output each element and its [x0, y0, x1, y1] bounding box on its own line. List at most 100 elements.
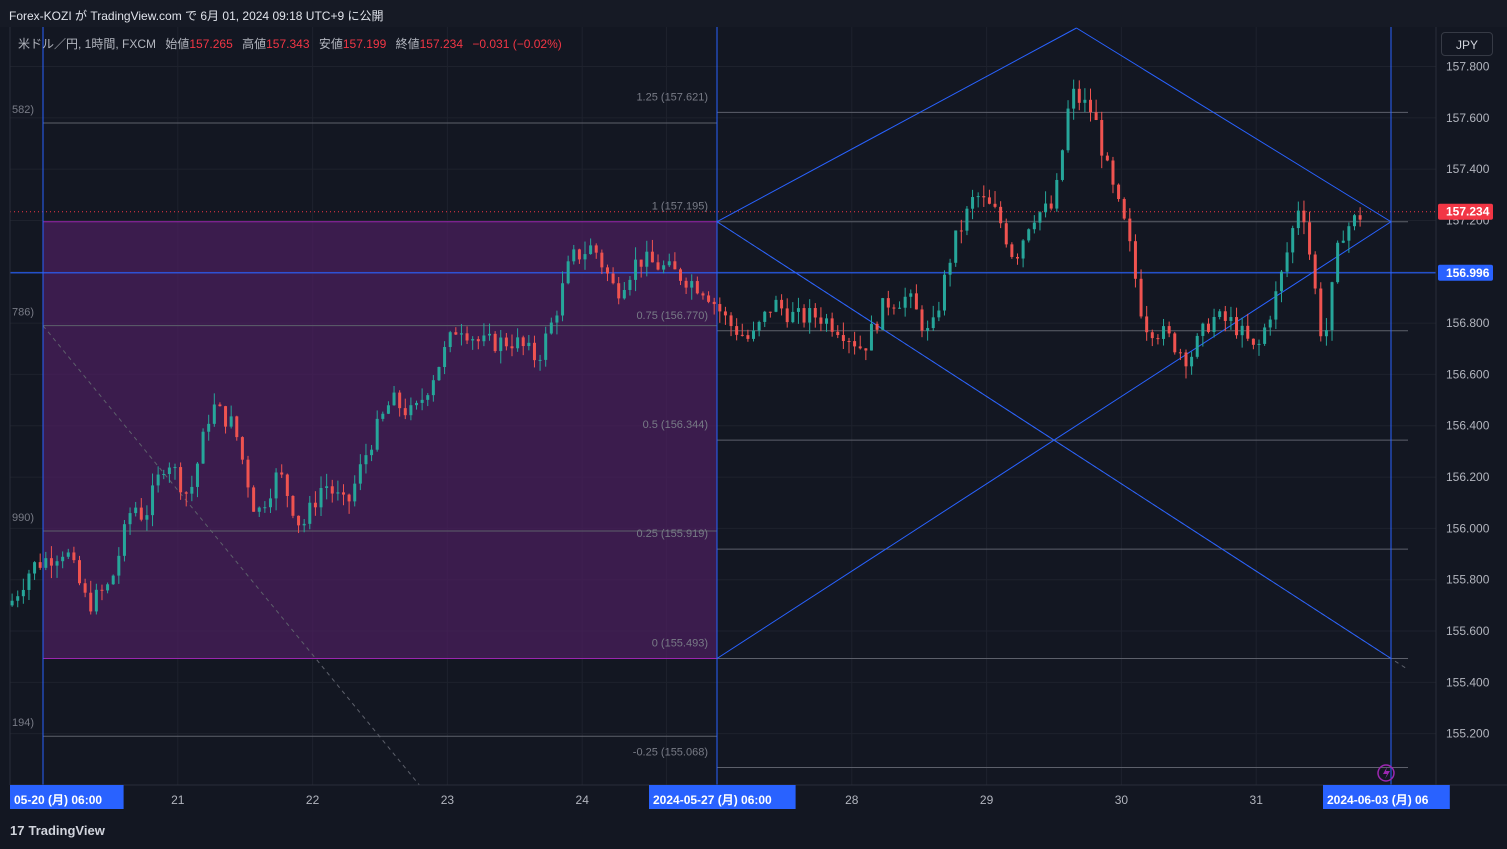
- candle-body: [634, 259, 638, 280]
- candle-body: [285, 474, 289, 496]
- candle-body: [1324, 330, 1328, 337]
- candle-body: [701, 293, 705, 296]
- candle-body: [297, 515, 301, 526]
- candle-body: [735, 326, 739, 335]
- candle-body: [768, 311, 772, 313]
- candle-body: [510, 346, 514, 349]
- candle-body: [858, 346, 862, 349]
- high-label: 高値: [242, 37, 267, 51]
- candle-body: [544, 333, 548, 360]
- candle-body: [482, 335, 486, 342]
- fib-right-label: 0.25 (155.919): [636, 528, 708, 540]
- candle-body: [718, 304, 722, 312]
- candle-body: [1251, 338, 1255, 345]
- candle-body: [1352, 215, 1356, 227]
- candle-body: [1105, 155, 1109, 161]
- candle-body: [1162, 326, 1166, 339]
- candle-body: [347, 494, 351, 502]
- candle-body: [49, 558, 53, 566]
- candle-body: [409, 405, 413, 416]
- ohlc-legend: 米ドル／円, 1時間, FXCM 始値157.265 高値157.343 安値1…: [18, 35, 562, 52]
- candle-body: [976, 196, 980, 198]
- candle-body: [1263, 327, 1267, 344]
- level-price-tag: [1438, 264, 1493, 281]
- candle-body: [982, 196, 986, 198]
- candle-body: [999, 206, 1003, 224]
- candle-body: [313, 502, 317, 508]
- candle-body: [16, 596, 20, 601]
- candle-body: [1128, 218, 1132, 242]
- candle-body: [201, 431, 205, 464]
- candle-body: [566, 261, 570, 284]
- candle-body: [1184, 352, 1188, 367]
- candle-body: [763, 311, 767, 322]
- price-tick-label: 155.400: [1446, 675, 1490, 689]
- candle-body: [1240, 325, 1244, 336]
- candle-body: [1015, 256, 1019, 259]
- candle-body: [622, 289, 626, 299]
- candle-body: [886, 298, 890, 308]
- candle-body: [1145, 316, 1149, 333]
- candle-body: [549, 322, 553, 334]
- candle-body: [875, 323, 879, 330]
- candle-body: [948, 262, 952, 275]
- candle-body: [1201, 323, 1205, 336]
- candle-body: [1195, 335, 1199, 357]
- candle-body: [1178, 352, 1182, 354]
- candle-body: [83, 583, 87, 593]
- tradingview-brand[interactable]: 17 TradingView: [10, 823, 105, 838]
- symbol-label[interactable]: 米ドル／円, 1時間, FXCM: [18, 37, 157, 51]
- candle-body: [774, 299, 778, 312]
- candle-body: [1094, 112, 1098, 121]
- candle-body: [836, 331, 840, 336]
- price-tick-label: 155.200: [1446, 727, 1490, 741]
- open-label: 始値: [165, 37, 190, 51]
- top-bar: Forex-KOZI が TradingView.com で 6月 01, 20…: [0, 0, 1507, 27]
- time-axis-highlight-label: 2024-06-03 (月) 06: [1327, 793, 1429, 807]
- candle-body: [1049, 203, 1053, 209]
- candle-body: [712, 301, 716, 305]
- open-value: 157.265: [189, 37, 233, 51]
- candle-body: [667, 261, 671, 266]
- candle-body: [881, 298, 885, 330]
- candle-body: [358, 464, 362, 484]
- candle-body: [179, 467, 183, 493]
- change-value: −0.031 (−0.02%): [472, 37, 562, 51]
- candle-body: [662, 265, 666, 270]
- candle-body: [746, 335, 750, 339]
- candle-body: [381, 413, 385, 419]
- time-axis-label: 28: [845, 793, 859, 807]
- brand-name: TradingView: [28, 823, 105, 838]
- candle-body: [695, 281, 699, 294]
- time-axis-label: 31: [1250, 793, 1264, 807]
- candle-body: [27, 573, 31, 590]
- alert-bolt-icon-glyph: [1383, 767, 1390, 779]
- currency-button[interactable]: JPY: [1441, 32, 1493, 56]
- candle-body: [10, 600, 14, 606]
- candle-body: [1212, 316, 1216, 332]
- candle-body: [780, 299, 784, 309]
- candle-body: [235, 416, 239, 438]
- candle-body: [678, 269, 682, 281]
- dashed-trend-left: [42, 325, 420, 786]
- candle-body: [931, 317, 935, 329]
- candle-body: [1038, 212, 1042, 223]
- candle-body: [341, 492, 345, 495]
- candle-body: [1010, 244, 1014, 257]
- candle-body: [1066, 108, 1070, 151]
- price-axis: [1436, 27, 1507, 785]
- candle-body: [1117, 184, 1121, 200]
- candle-body: [1044, 203, 1048, 213]
- candle-body: [167, 467, 171, 475]
- fib-right-label: 0.5 (156.344): [643, 419, 708, 431]
- candle-body: [100, 589, 104, 591]
- candle-body: [280, 472, 284, 475]
- fib-left-label: 194): [12, 717, 34, 729]
- candle-body: [802, 308, 806, 323]
- candle-body: [589, 245, 593, 255]
- candle-body: [55, 561, 59, 566]
- candle-body: [319, 487, 323, 508]
- candle-body: [516, 337, 520, 349]
- candle-body: [942, 274, 946, 311]
